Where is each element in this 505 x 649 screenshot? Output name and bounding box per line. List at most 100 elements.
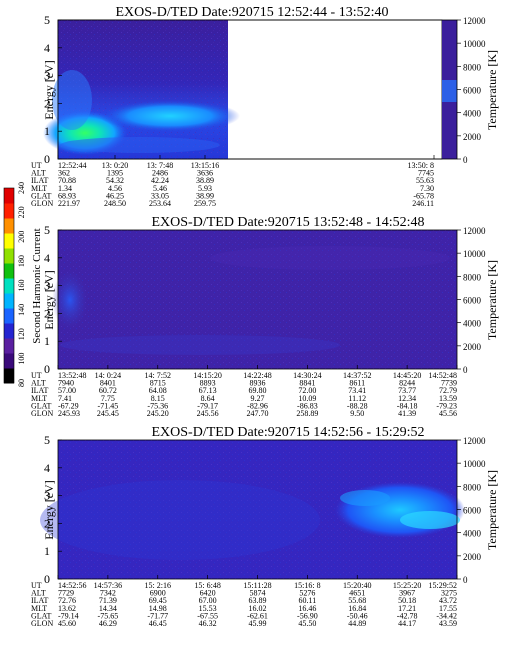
- orbit-cell: 14.98: [149, 604, 167, 613]
- orbit-cell: 245.20: [147, 409, 169, 418]
- orbit-cell: 46.32: [199, 619, 217, 628]
- orbit-cell: 5.93: [198, 184, 212, 193]
- orbit-cell: 248.50: [104, 199, 126, 208]
- panel-2: EXOS-D/TED Date:920715 13:52:48 - 14:52:…: [31, 215, 499, 418]
- y-tick-label: 3: [44, 279, 50, 293]
- orbit-cell: 46.45: [149, 619, 167, 628]
- y-tick-label: 2: [44, 306, 50, 320]
- orbit-row-label: UT: [31, 581, 42, 590]
- y-tick-label: 5: [44, 223, 50, 237]
- orbit-cell: 57.00: [58, 386, 76, 395]
- orbit-row-label: GLAT: [31, 401, 52, 410]
- orbit-cell: -62.61: [247, 611, 268, 620]
- y-tick-label: 5: [44, 433, 50, 447]
- orbit-cell: -42.78: [397, 611, 418, 620]
- y-tick-label: 1: [44, 544, 50, 558]
- orbit-cell: 15:16: 8: [294, 581, 320, 590]
- colorbar-tick-label: 180: [17, 255, 26, 267]
- orbit-cell: 46.25: [106, 191, 124, 200]
- orbit-cell: 15:29:52: [429, 581, 457, 590]
- panel-3-temperature-label: Temperature [K]: [485, 470, 499, 550]
- orbit-row-label: ILAT: [31, 596, 48, 605]
- colorbar-tick-label: 140: [17, 304, 26, 316]
- panel-1-y-ticks: 0 1 2 3 4 5: [44, 13, 62, 166]
- orbit-cell: 14.34: [99, 604, 117, 613]
- orbit-cell: 14: 7:52: [145, 371, 171, 380]
- orbit-cell: 45.99: [249, 619, 267, 628]
- orbit-cell: 17.55: [439, 604, 457, 613]
- panel-2-ylabel: Energy [eV]: [42, 270, 56, 329]
- temperature-tick-label: 8000: [463, 272, 482, 282]
- orbit-cell: 1.34: [58, 184, 72, 193]
- orbit-cell: 8.15: [151, 394, 165, 403]
- orbit-cell: 43.72: [439, 596, 457, 605]
- temperature-tick-label: 4000: [463, 109, 482, 119]
- orbit-cell: 16.46: [298, 604, 316, 613]
- orbit-cell: 6900: [150, 589, 166, 598]
- colorbar-tick-label: 100: [17, 353, 26, 365]
- orbit-cell: 1395: [107, 169, 123, 178]
- orbit-cell: 69.45: [149, 596, 167, 605]
- panel-3: EXOS-D/TED Date:920715 14:52:56 - 15:29:…: [31, 425, 499, 628]
- orbit-cell: 33.05: [151, 191, 169, 200]
- orbit-row-label: GLAT: [31, 191, 52, 200]
- orbit-cell: 7745: [418, 169, 434, 178]
- orbit-cell: 13: 0:20: [102, 161, 128, 170]
- orbit-cell: 10.09: [298, 394, 316, 403]
- panel-1-temperature-label: Temperature [K]: [485, 50, 499, 130]
- orbit-cell: 4.56: [108, 184, 122, 193]
- orbit-cell: -65.78: [413, 191, 434, 200]
- temperature-tick-label: 4000: [463, 529, 482, 539]
- temperature-tick-label: 6000: [463, 506, 482, 516]
- panel-3-ylabel: Energy [eV]: [42, 480, 56, 539]
- orbit-cell: 67.13: [199, 386, 217, 395]
- temperature-tick-label: 10000: [463, 39, 486, 49]
- orbit-cell: -86.83: [297, 401, 318, 410]
- orbit-cell: 38.99: [196, 191, 214, 200]
- orbit-cell: 43.59: [439, 619, 457, 628]
- orbit-cell: 73.41: [348, 386, 366, 395]
- orbit-cell: 16.02: [249, 604, 267, 613]
- orbit-cell: 13:15:16: [191, 161, 219, 170]
- panel-2-heatmap: [52, 230, 457, 369]
- orbit-cell: 9.27: [251, 394, 265, 403]
- orbit-cell: 15:11:28: [243, 581, 271, 590]
- temperature-tick-label: 0: [463, 575, 468, 585]
- orbit-cell: 13: 7:48: [147, 161, 173, 170]
- orbit-cell: 8.64: [201, 394, 215, 403]
- orbit-cell: 2486: [152, 169, 168, 178]
- orbit-cell: 54.32: [106, 176, 124, 185]
- colorbar-tick-label: 80: [17, 379, 26, 387]
- orbit-cell: 13.59: [439, 394, 457, 403]
- colorbar-swatch: [4, 308, 14, 324]
- colorbar-swatches: [4, 188, 14, 384]
- orbit-cell: -67.29: [58, 401, 79, 410]
- orbit-row-label: GLAT: [31, 611, 52, 620]
- orbit-cell: 45.60: [58, 619, 76, 628]
- orbit-cell: 8244: [399, 379, 415, 388]
- colorbar-swatch: [4, 233, 14, 249]
- panel-3-heatmap: [40, 440, 465, 579]
- temperature-tick-label: 12000: [463, 16, 486, 26]
- orbit-cell: 8936: [250, 379, 266, 388]
- orbit-cell: 15:25:20: [393, 581, 421, 590]
- orbit-cell: 14:37:52: [343, 371, 371, 380]
- orbit-cell: 14:57:36: [94, 581, 122, 590]
- y-tick-label: 3: [44, 489, 50, 503]
- orbit-cell: 70.88: [58, 176, 76, 185]
- orbit-cell: 11.12: [348, 394, 366, 403]
- orbit-cell: 8841: [299, 379, 315, 388]
- panel-2-temperature-label: Temperature [K]: [485, 260, 499, 340]
- orbit-cell: -82.96: [247, 401, 268, 410]
- temperature-tick-label: 0: [463, 365, 468, 375]
- colorbar-tick-label: 220: [17, 206, 26, 218]
- colorbar-swatch: [4, 368, 14, 384]
- orbit-cell: 60.11: [299, 596, 317, 605]
- orbit-cell: 15:20:40: [343, 581, 371, 590]
- orbit-cell: 12:52:44: [58, 161, 86, 170]
- colorbar-tick-label: 160: [17, 280, 26, 292]
- temperature-tick-label: 12000: [463, 226, 486, 236]
- temperature-tick-label: 6000: [463, 86, 482, 96]
- orbit-cell: 45.56: [439, 409, 457, 418]
